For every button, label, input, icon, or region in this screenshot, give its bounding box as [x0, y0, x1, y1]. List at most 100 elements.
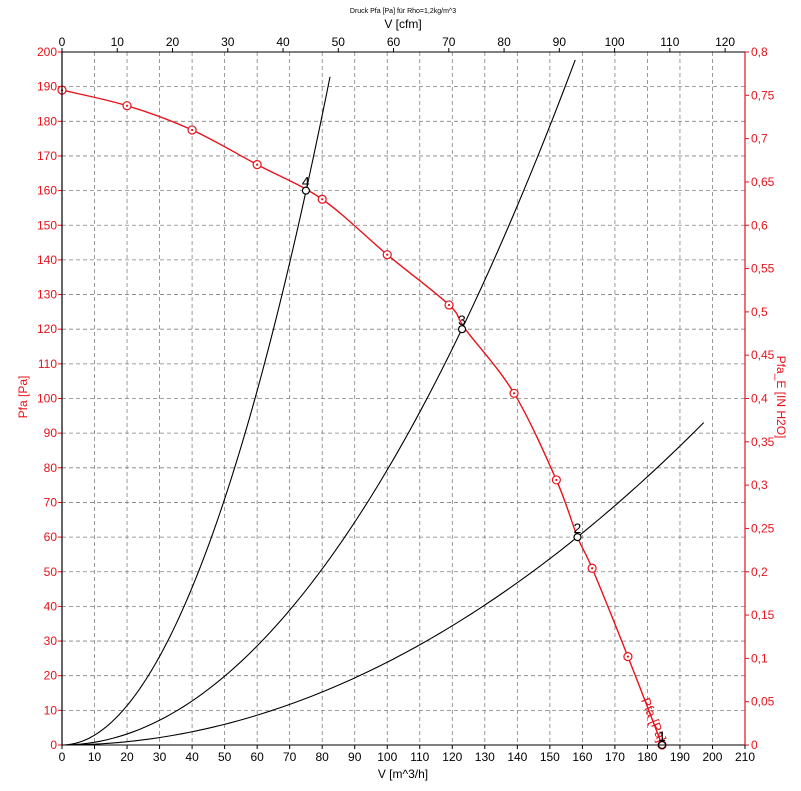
operating-point-4 [301, 186, 311, 195]
y-tick-label: 150 [37, 218, 57, 232]
y-tick-label: 50 [44, 565, 58, 579]
y-tick-label: 110 [38, 357, 57, 371]
x-tick-label: 150 [540, 750, 560, 764]
fan-curve-marker-dot [321, 198, 324, 201]
fan-curve-marker-dot [512, 392, 516, 395]
x2-tick-label: 80 [497, 35, 511, 49]
y-tick-label: 0 [50, 738, 57, 752]
x-tick-label: 40 [185, 750, 199, 764]
x-axis-title: V [m^3/h] [378, 767, 428, 781]
x-tick-label: 50 [218, 750, 232, 764]
y-tick-label: 180 [37, 114, 57, 128]
operating-point-3 [457, 325, 467, 334]
y2-tick-label: 0,05 [751, 695, 775, 709]
x2-tick-label: 30 [221, 35, 235, 49]
fan-curve-marker-dot [591, 567, 594, 570]
x2-tick-label: 0 [59, 35, 66, 49]
y-tick-label: 190 [37, 80, 57, 94]
grid-lines [62, 52, 745, 745]
y2-tick-label: 0,15 [751, 608, 775, 622]
y-tick-label: 100 [37, 392, 57, 406]
y2-tick-label: 0,45 [751, 348, 775, 362]
y2-tick-label: 0,7 [751, 132, 768, 146]
x2-tick-label: 40 [276, 35, 290, 49]
x2-tick-label: 100 [605, 35, 625, 49]
x-tick-label: 100 [377, 750, 397, 764]
y2-tick-label: 0,55 [751, 262, 775, 276]
x-tick-label: 10 [88, 750, 102, 764]
x2-axis-title: V [cfm] [384, 17, 421, 31]
y-tick-label: 70 [44, 495, 58, 509]
x-tick-label: 160 [572, 750, 592, 764]
x-tick-label: 20 [120, 750, 134, 764]
y-axis-title: Pfa [Pa] [16, 376, 30, 419]
x2-tick-label: 110 [660, 35, 679, 49]
system-curves [61, 59, 705, 746]
y-tick-label: 200 [37, 45, 57, 59]
x-tick-label: 80 [316, 750, 330, 764]
y-tick-label: 120 [37, 322, 57, 336]
system-curve-4 [61, 76, 331, 746]
x2-tick-label: 20 [166, 35, 180, 49]
system-curve-2 [61, 422, 705, 746]
fan-curve-marker-dot [555, 478, 558, 482]
y2-tick-label: 0,4 [751, 392, 768, 406]
operating-point-label-2: 2 [574, 520, 582, 536]
y-tick-label: 40 [44, 599, 58, 613]
x2-tick-label: 50 [332, 35, 346, 49]
operating-point-label-4: 4 [302, 174, 310, 190]
x-tick-label: 120 [442, 750, 462, 764]
operating-points: 4 3 2 1 [301, 174, 667, 750]
y2-tick-label: 0,25 [751, 521, 775, 535]
y-tick-label: 30 [44, 634, 58, 648]
y-tick-label: 90 [44, 426, 58, 440]
x-tick-label: 0 [59, 750, 66, 764]
system-curve-3 [61, 59, 576, 746]
x-tick-label: 70 [283, 750, 297, 764]
chart-title: Druck Pfa [Pa] für Rho=1,2kg/m^3 [350, 8, 456, 15]
x-tick-label: 170 [605, 750, 625, 764]
axis-ticks: 0 10 20 30 40 50 60 70 80 90 100 110 120 130 140 150 160… [37, 35, 775, 764]
x-tick-label: 200 [702, 750, 722, 764]
fan-curve-marker-dot [626, 655, 630, 658]
x2-tick-label: 90 [553, 35, 567, 49]
y-tick-label: 140 [37, 253, 57, 267]
y-tick-label: 20 [44, 669, 58, 683]
y-tick-label: 130 [37, 288, 57, 302]
x-tick-label: 180 [637, 750, 657, 764]
y2-axis-title: Pfa_E [IN H2O] [774, 356, 788, 439]
y2-tick-label: 0,1 [751, 651, 768, 665]
x-tick-label: 30 [153, 750, 167, 764]
x-tick-label: 190 [670, 750, 690, 764]
x2-tick-label: 70 [442, 35, 456, 49]
y-tick-label: 170 [37, 149, 57, 163]
plot-frame [61, 51, 746, 746]
x-tick-label: 90 [348, 750, 362, 764]
operating-point-label-3: 3 [458, 312, 466, 328]
y2-tick-label: 0,5 [751, 305, 768, 319]
y2-tick-label: 0,3 [751, 478, 768, 492]
operating-point-label-1: 1 [658, 728, 666, 744]
fan-curve-line [61, 89, 663, 746]
y2-tick-label: 0,8 [751, 45, 768, 59]
y-tick-label: 160 [37, 184, 57, 198]
operating-point-2 [573, 532, 582, 542]
fan-curve-marker-dot [256, 163, 259, 166]
x-tick-label: 130 [475, 750, 495, 764]
x-tick-label: 140 [507, 750, 527, 764]
x-tick-label: 60 [250, 750, 264, 764]
y-tick-label: 60 [44, 530, 58, 544]
x2-tick-label: 120 [715, 35, 735, 49]
x2-tick-label: 60 [387, 35, 401, 49]
x-tick-label: 110 [410, 750, 429, 764]
fan-curve-marker-dot [190, 128, 194, 132]
y2-tick-label: 0 [751, 738, 758, 752]
fan-curve-marker-dot [447, 303, 451, 307]
fan-curve-marker-dot [386, 253, 389, 256]
fan-curve-marker-dot [125, 104, 129, 107]
x2-tick-label: 10 [111, 35, 125, 49]
y-tick-label: 80 [44, 461, 58, 475]
y2-tick-label: 0,35 [751, 435, 775, 449]
y2-tick-label: 0,65 [751, 175, 775, 189]
